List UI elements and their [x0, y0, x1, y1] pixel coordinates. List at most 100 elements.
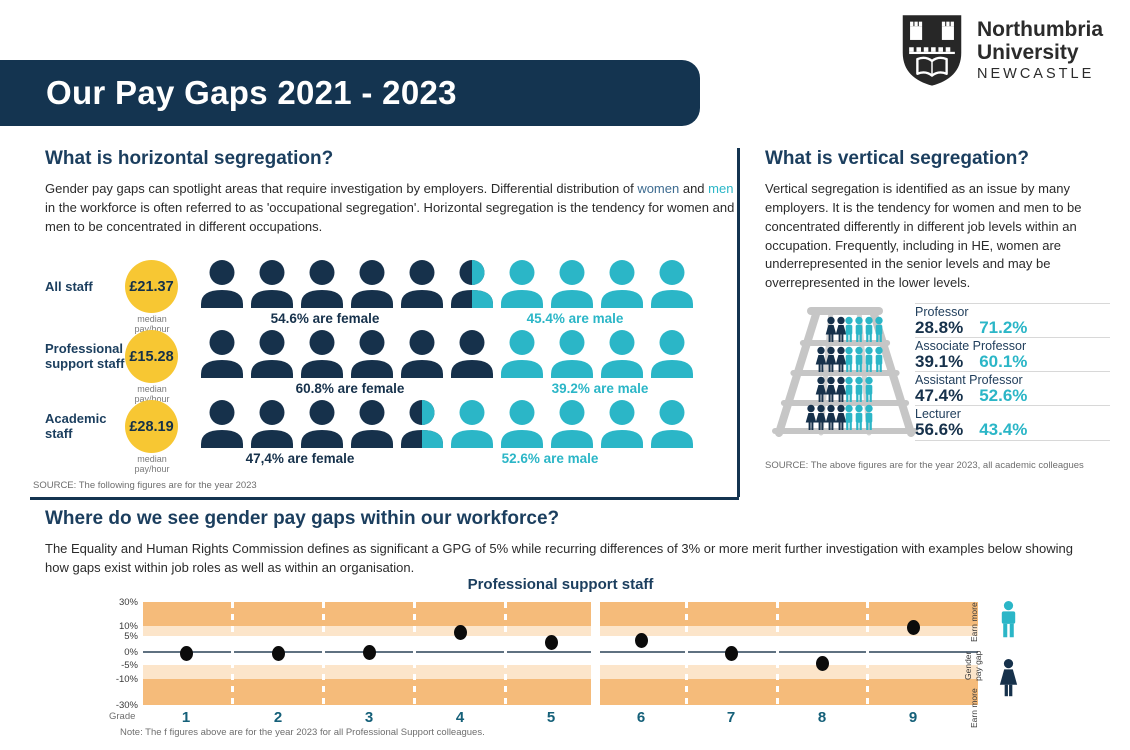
university-logo: Northumbria University NEWCASTLE — [900, 12, 1103, 88]
staff-group-label: All staff — [45, 278, 93, 294]
median-pay-caption: median pay/hour — [134, 454, 170, 474]
person-icon — [201, 330, 243, 378]
academic-level-2: Associate Professor 39.1% 60.1% — [915, 337, 1110, 371]
person-icon — [451, 400, 493, 448]
person-icon — [651, 330, 693, 378]
horizontal-divider — [30, 497, 739, 500]
ladder-graphic: Professor 28.8% 71.2% Associate Professor 39… — [765, 303, 1110, 455]
split-person-icon — [450, 260, 494, 308]
staff-row-2: Professional support staff £15.28 median p… — [45, 330, 735, 403]
grade-number-8: 8 — [817, 709, 827, 726]
gpg-scatter-chart: 30% 10% 5% 0% -5% -10% -30% 1 2 3 4 5 6 7 8 9 Grade — [105, 596, 985, 750]
chart-band — [600, 602, 978, 626]
gpg-chart-section: Where do we see gender pay gaps within o… — [45, 508, 1085, 750]
logo-line-2: University — [977, 41, 1079, 64]
grade-separator — [865, 602, 869, 705]
grade-separator — [684, 602, 688, 705]
paragraph-text: in the workforce is often referred to as… — [45, 199, 735, 234]
person-icon — [351, 260, 393, 308]
grade-number-3: 3 — [364, 709, 374, 726]
bottom-paragraph: The Equality and Human Rights Commission… — [45, 541, 1073, 575]
vertical-paragraph: Vertical segregation is identified as an… — [765, 181, 1082, 291]
female-percentage-label: 54.6% are female — [270, 311, 380, 326]
person-icon — [551, 260, 593, 308]
data-point-grade-3 — [362, 644, 376, 660]
level-male-pct: 71.2% — [979, 318, 1028, 337]
male-percentage-label: 45.4% are male — [526, 311, 624, 326]
vertical-divider — [737, 148, 740, 497]
data-point-grade-5 — [544, 634, 558, 650]
level-female-pct: 39.1% — [915, 352, 964, 371]
level-female-pct: 47.4% — [915, 386, 964, 405]
staff-group-label: Professional support staff — [45, 341, 125, 371]
data-point-grade-6 — [634, 633, 648, 649]
grade-number-4: 4 — [455, 709, 465, 726]
person-icon — [451, 330, 493, 378]
grade-number-7: 7 — [726, 709, 736, 726]
y-tick: 5% — [124, 630, 138, 642]
female-percentage-label: 60.8% are female — [295, 381, 405, 396]
logo-line-3: NEWCASTLE — [977, 66, 1095, 82]
grade-number-1: 1 — [181, 709, 191, 726]
y-tick: -30% — [115, 699, 138, 711]
person-icon — [651, 400, 693, 448]
paragraph-text: and — [679, 181, 709, 196]
person-icon — [201, 260, 243, 308]
vertical-segregation-section: What is vertical segregation? Vertical s… — [765, 148, 1110, 497]
person-icon — [601, 260, 643, 308]
data-point-grade-2 — [271, 645, 285, 661]
grade-separator — [230, 602, 234, 705]
chart-band — [143, 665, 591, 679]
female-percentage-label: 47,4% are female — [245, 451, 355, 466]
level-role: Lecturer — [915, 407, 961, 421]
vertical-heading: What is vertical segregation? — [765, 148, 1029, 169]
person-icon — [651, 260, 693, 308]
person-icons-row — [200, 400, 694, 448]
level-male-pct: 43.4% — [979, 420, 1028, 439]
chart-band — [600, 626, 978, 636]
academic-level-1: Professor 28.8% 71.2% — [915, 303, 1110, 337]
staff-pictograph: All staff £21.37 median pay/hour 54.6% are … — [45, 260, 735, 482]
title-banner: Our Pay Gaps 2021 - 2023 — [0, 60, 700, 126]
person-icon — [551, 330, 593, 378]
legend-gender-pay-gap: Gender pay gap — [963, 650, 983, 682]
person-icons-row — [200, 260, 694, 308]
person-icon — [301, 330, 343, 378]
data-point-grade-4 — [453, 624, 467, 640]
split-person-icon — [400, 400, 444, 448]
person-icons-row — [200, 330, 694, 378]
grade-number-5: 5 — [546, 709, 556, 726]
logo-line-1: Northumbria — [977, 18, 1103, 41]
level-role: Assistant Professor — [915, 373, 1023, 387]
level-percentages: 47.4% 52.6% — [915, 387, 1110, 406]
ladder-icon — [772, 307, 918, 437]
person-icon — [401, 260, 443, 308]
grade-separator — [321, 602, 325, 705]
level-role: Associate Professor — [915, 339, 1027, 353]
level-role: Professor — [915, 305, 969, 319]
median-pay-badge: £28.19 — [125, 400, 178, 453]
chart-band — [143, 679, 591, 705]
person-icon — [351, 330, 393, 378]
academic-level-4: Lecturer 56.6% 43.4% — [915, 405, 1110, 441]
person-icon — [501, 330, 543, 378]
y-tick: -5% — [121, 659, 138, 671]
horizontal-heading: What is horizontal segregation? — [45, 148, 334, 169]
person-icon — [301, 400, 343, 448]
grade-number-6: 6 — [636, 709, 646, 726]
men-word: men — [708, 181, 734, 196]
person-icon — [401, 330, 443, 378]
vertical-source: SOURCE: The above figures are for the ye… — [765, 460, 1084, 471]
staff-group-label: Academic staff — [45, 411, 107, 441]
grade-number-9: 9 — [908, 709, 918, 726]
person-icon — [601, 400, 643, 448]
level-percentages: 39.1% 60.1% — [915, 353, 1110, 372]
chart-legend: Earn more Gender pay gap Earn more — [963, 600, 1038, 730]
page-title: Our Pay Gaps 2021 - 2023 — [46, 74, 457, 111]
chart-band — [143, 602, 591, 626]
median-pay-caption: median pay/hour — [134, 314, 170, 334]
chart-band — [600, 665, 978, 679]
chart-band — [143, 626, 591, 636]
level-male-pct: 60.1% — [979, 352, 1028, 371]
